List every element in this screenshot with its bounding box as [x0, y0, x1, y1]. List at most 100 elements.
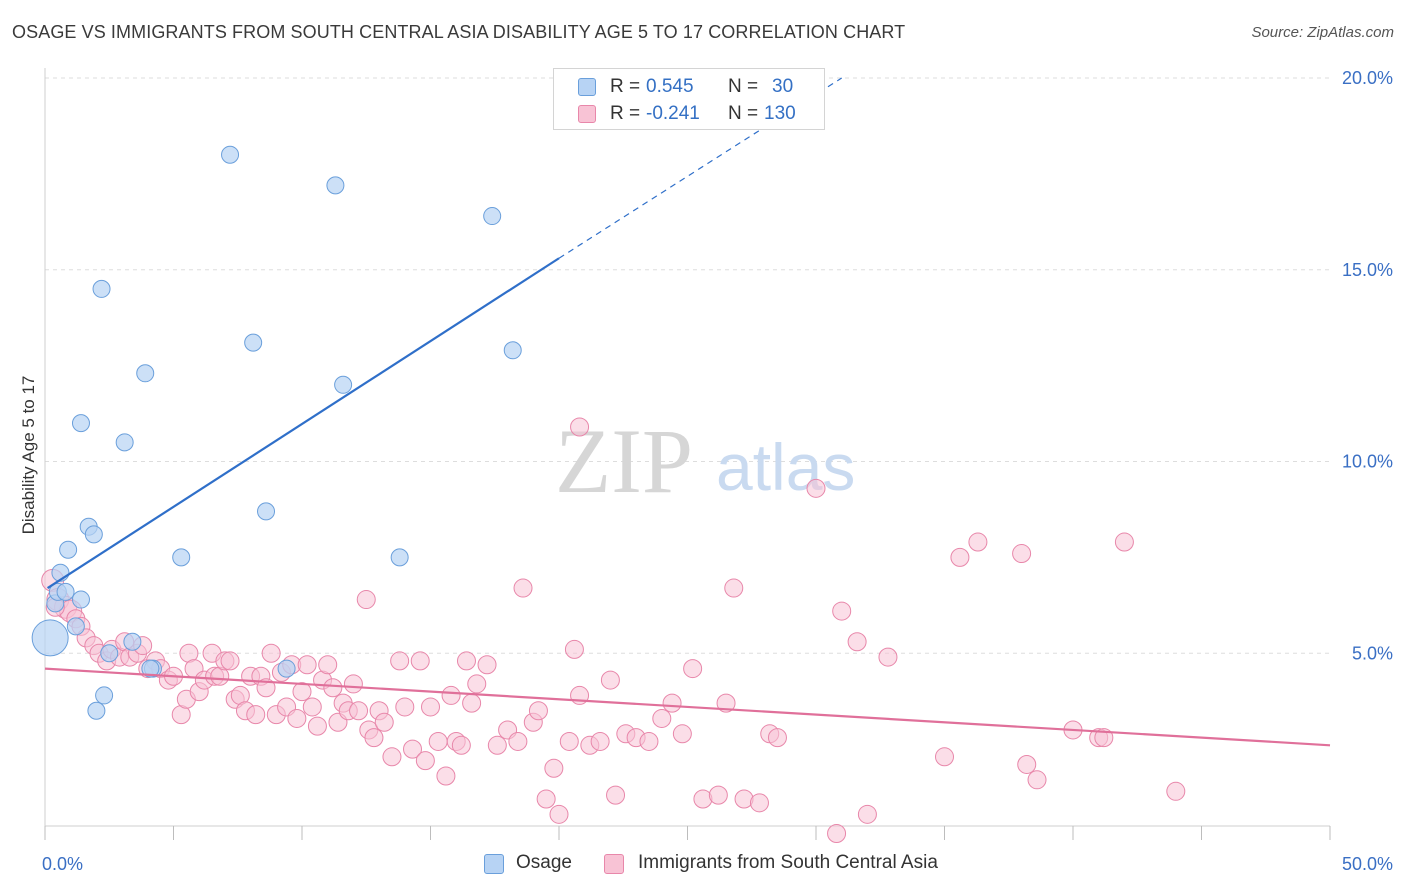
immigrants-point [847, 632, 867, 652]
source-label: Source: ZipAtlas.com [1251, 24, 1394, 41]
immigrants-point [390, 651, 410, 671]
immigrants-point [749, 793, 769, 813]
immigrants-point [382, 747, 402, 767]
immigrants-point [307, 716, 327, 736]
correlation-legend: R = 0.545 N = 30 R = -0.241 N = 130 [553, 68, 825, 130]
immigrants-point [549, 804, 569, 824]
osage-point [257, 502, 276, 521]
y-axis-label: Disability Age 5 to 17 [19, 376, 38, 535]
y-tick-label: 20.0% [1342, 68, 1393, 88]
immigrants-point [708, 785, 728, 805]
legend-row-immigrants: R = -0.241 N = 130 [554, 101, 824, 127]
immigrants-point [421, 697, 440, 717]
immigrants-point [878, 647, 898, 667]
osage-point [483, 207, 502, 226]
axes [44, 68, 1331, 840]
n-label: N = [728, 76, 759, 97]
immigrants-point [395, 697, 415, 717]
immigrants-point [513, 578, 533, 598]
osage-point [59, 540, 78, 559]
osage-point [141, 659, 160, 678]
immigrants-point [857, 804, 877, 824]
osage-point [136, 364, 155, 383]
immigrants-point [639, 731, 659, 751]
immigrants-point [462, 693, 482, 713]
osage-point [71, 414, 90, 433]
immigrants-point [261, 643, 281, 663]
osage-point [115, 433, 134, 452]
immigrants-point [662, 693, 682, 713]
immigrants-point [403, 739, 423, 759]
osage-point [31, 619, 69, 657]
immigrants-point [302, 697, 322, 717]
immigrants-point [467, 674, 487, 694]
immigrants-point [323, 678, 343, 698]
immigrants-point [1012, 544, 1032, 564]
x-tick-label: 0.0% [42, 854, 83, 874]
osage-swatch [578, 78, 596, 96]
osage-point [221, 145, 240, 164]
osage-trend-line [46, 257, 560, 589]
immigrants-point [1027, 770, 1047, 790]
tick-labels: 5.0% 10.0% 15.0% 20.0% 0.0% 50.0% [42, 68, 1393, 874]
immigrants-point [806, 478, 826, 498]
y-tick-label: 10.0% [1342, 452, 1393, 472]
r-value: 0.545 [646, 76, 694, 97]
n-value: 130 [764, 103, 796, 124]
immigrants-point [570, 417, 590, 437]
immigrants-point [343, 674, 363, 694]
legend-row-osage: R = 0.545 N = 30 [554, 74, 824, 100]
immigrants-point [832, 601, 852, 621]
immigrants-point [536, 789, 556, 809]
immigrants-point [256, 678, 276, 698]
osage-swatch [484, 854, 504, 874]
immigrants-point [724, 578, 744, 598]
osage-point [100, 644, 119, 663]
osage-point [244, 333, 263, 352]
immigrants-point [477, 655, 497, 675]
immigrants-point [415, 751, 435, 771]
immigrants-point [292, 682, 312, 702]
immigrants-point [220, 651, 240, 671]
osage-point [84, 525, 103, 544]
legend-label: Osage [516, 852, 572, 873]
osage-point [123, 632, 142, 651]
immigrants-trend-line [44, 667, 1331, 747]
n-label: N = [728, 103, 759, 124]
immigrants-point [1114, 532, 1134, 552]
immigrants-point [441, 685, 461, 705]
osage-point [66, 617, 85, 636]
n-value: 30 [772, 76, 794, 97]
immigrants-point [652, 708, 672, 728]
immigrants-point [364, 728, 384, 748]
osage-point [71, 590, 90, 609]
immigrants-point [487, 735, 507, 755]
immigrants-point [528, 701, 548, 721]
immigrants-point [287, 708, 307, 728]
immigrants-point [827, 823, 847, 843]
chart-title: OSAGE VS IMMIGRANTS FROM SOUTH CENTRAL A… [12, 22, 906, 42]
series-immigrants-points [41, 417, 1186, 843]
immigrants-point [246, 705, 266, 725]
immigrants-point [356, 590, 376, 610]
immigrants-point [297, 655, 317, 675]
r-label: R = [610, 76, 641, 97]
immigrants-point [950, 547, 970, 567]
immigrants-point [600, 670, 620, 690]
series-osage-points [31, 145, 522, 720]
immigrants-point [428, 731, 448, 751]
immigrants-point [349, 701, 369, 721]
immigrants-point [451, 735, 471, 755]
immigrants-point [935, 747, 954, 767]
osage-point [87, 701, 106, 720]
immigrants-point [590, 731, 610, 751]
immigrants-point [410, 651, 430, 671]
immigrants-point [683, 659, 703, 679]
gridlines [45, 77, 1330, 654]
osage-point [390, 548, 409, 567]
osage-point [172, 548, 191, 567]
immigrants-point [559, 731, 579, 751]
immigrants-swatch [578, 105, 596, 123]
x-tick-label: 50.0% [1342, 854, 1393, 874]
